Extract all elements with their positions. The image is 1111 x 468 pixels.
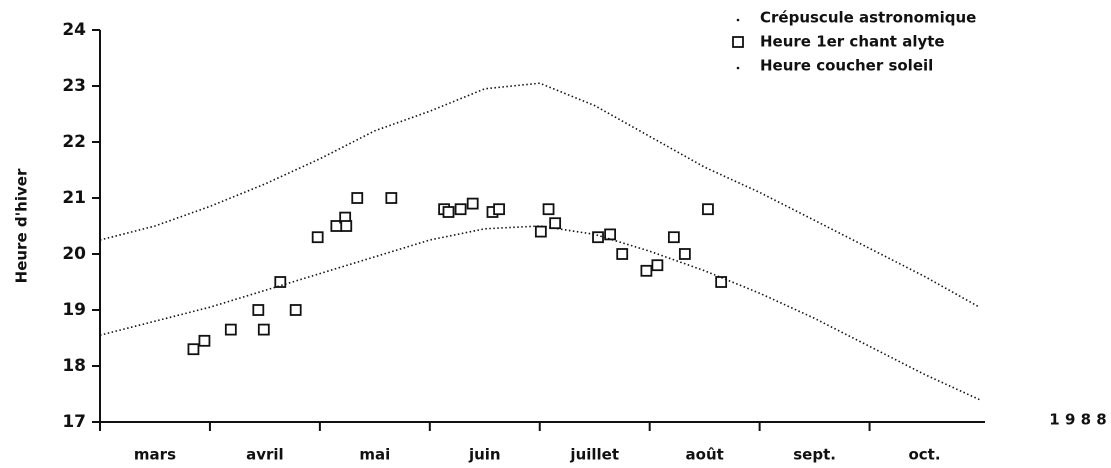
y-tick-label: 21: [62, 188, 86, 208]
x-tick-label: juin: [468, 446, 501, 464]
data-point: [651, 259, 664, 272]
x-tick-label: août: [686, 446, 724, 464]
data-point: [252, 304, 265, 316]
data-point: [667, 231, 680, 244]
y-tick-label: 18: [62, 356, 86, 376]
y-tick-label: 23: [62, 76, 86, 96]
legend-label: Heure 1er chant alyte: [760, 33, 945, 51]
data-point: [592, 231, 604, 244]
data-point: [454, 203, 467, 216]
data-point: [442, 206, 455, 218]
data-point: [351, 192, 364, 204]
data-point: [702, 203, 714, 216]
data-point: [542, 203, 555, 216]
data-point: [678, 248, 691, 260]
data-point: [640, 264, 653, 277]
data-point: [604, 228, 617, 241]
y-tick-label: 24: [62, 20, 86, 40]
legend-symbol: [736, 18, 740, 22]
y-tick-label: 17: [62, 412, 86, 432]
data-point: [466, 197, 479, 210]
data-point: [493, 203, 505, 216]
legend-symbol: [736, 66, 740, 70]
x-tick-label: mars: [134, 446, 176, 464]
legend-symbol: [732, 36, 744, 48]
data-point: [549, 217, 562, 230]
x-tick-label: avril: [246, 446, 284, 464]
data-point: [224, 323, 237, 336]
data-point: [715, 276, 728, 288]
x-tick-label: oct.: [908, 446, 940, 464]
y-tick-label: 20: [62, 244, 86, 264]
data-point: [198, 334, 211, 347]
data-point: [257, 323, 270, 336]
data-point: [289, 304, 302, 316]
y-tick-label: 19: [62, 300, 86, 320]
legend-label: Heure coucher soleil: [760, 57, 933, 75]
data-point: [534, 225, 547, 238]
data-point: [311, 231, 324, 244]
data-point: [616, 248, 629, 260]
data-point: [187, 343, 200, 356]
data-point: [274, 276, 287, 288]
x-tick-label: juillet: [569, 446, 619, 464]
x-tick-label: mai: [359, 446, 390, 464]
legend-label: Crépuscule astronomique: [760, 9, 976, 27]
annotation: 1 9 8 8: [1049, 411, 1106, 429]
data-point: [385, 192, 398, 204]
y-tick-label: 22: [62, 132, 86, 152]
y-axis-label: Heure d'hiver: [13, 168, 31, 283]
data-point: [340, 220, 353, 232]
x-tick-label: sept.: [793, 446, 836, 464]
curve: [99, 225, 980, 401]
curve: [99, 82, 980, 308]
